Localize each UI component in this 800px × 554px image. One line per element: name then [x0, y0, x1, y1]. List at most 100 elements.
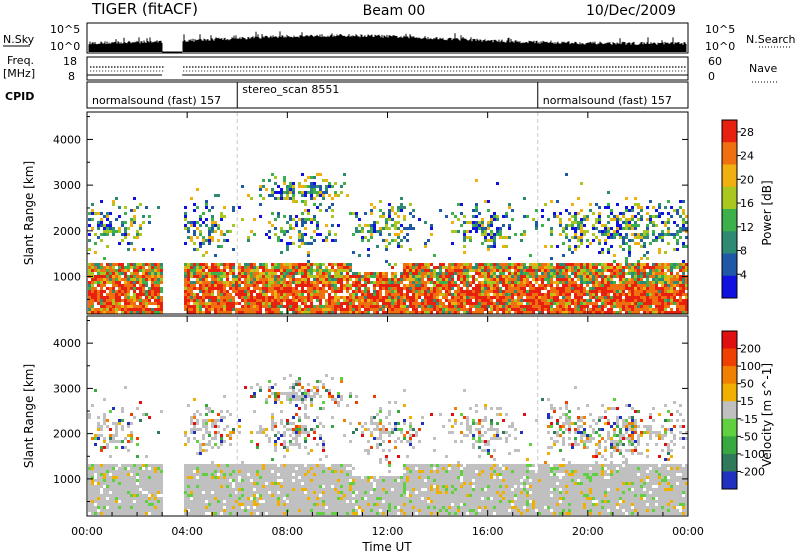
heat-cell — [388, 308, 391, 311]
heat-cell — [526, 302, 529, 305]
heat-cell — [241, 482, 244, 485]
heat-cell — [658, 308, 661, 311]
heat-cell — [430, 278, 433, 281]
heat-cell — [109, 506, 112, 509]
heat-cell — [682, 302, 685, 305]
heat-cell — [226, 299, 229, 302]
heat-cell — [643, 287, 646, 290]
heat-cell — [559, 263, 562, 266]
heat-cell — [229, 272, 232, 275]
heat-cell — [649, 311, 652, 314]
heat-cell — [304, 284, 307, 287]
heat-cell — [100, 473, 103, 476]
heat-cell — [205, 509, 208, 512]
heat-cell — [115, 512, 118, 515]
heat-cell — [454, 308, 457, 311]
heat-cell — [250, 290, 253, 293]
heat-cell — [358, 230, 361, 233]
heat-cell — [283, 287, 286, 290]
heat-cell — [640, 272, 643, 275]
heat-cell — [103, 491, 106, 494]
heat-cell — [241, 509, 244, 512]
heat-cell — [460, 212, 463, 215]
heat-cell — [217, 269, 220, 272]
heat-cell — [412, 308, 415, 311]
heat-cell — [556, 200, 559, 203]
heat-cell — [97, 299, 100, 302]
heat-cell — [478, 224, 481, 227]
heat-cell — [580, 272, 583, 275]
heat-cell — [532, 263, 535, 266]
heat-cell — [94, 296, 97, 299]
heat-cell — [658, 272, 661, 275]
heat-cell — [460, 302, 463, 305]
heat-cell — [130, 278, 133, 281]
heat-cell — [544, 263, 547, 266]
heat-cell — [133, 290, 136, 293]
heat-cell — [190, 269, 193, 272]
heat-cell — [154, 269, 157, 272]
heat-cell — [202, 482, 205, 485]
heat-cell — [121, 308, 124, 311]
heat-cell — [160, 464, 163, 467]
heat-cell — [448, 278, 451, 281]
heat-cell — [661, 302, 664, 305]
heat-cell — [589, 203, 592, 206]
heat-cell — [571, 284, 574, 287]
heat-cell — [190, 431, 193, 434]
heat-cell — [136, 443, 139, 446]
heat-cell — [319, 203, 322, 206]
heat-cell — [331, 305, 334, 308]
heat-cell — [193, 482, 196, 485]
heat-cell — [529, 275, 532, 278]
heat-cell — [553, 290, 556, 293]
heat-cell — [211, 419, 214, 422]
heat-cell — [442, 278, 445, 281]
heat-cell — [94, 275, 97, 278]
heat-cell — [94, 308, 97, 311]
heat-cell — [601, 281, 604, 284]
heat-cell — [154, 497, 157, 500]
heat-cell — [151, 467, 154, 470]
heat-cell — [469, 230, 472, 233]
heat-cell — [664, 293, 667, 296]
heat-cell — [232, 284, 235, 287]
heat-cell — [133, 248, 136, 251]
heat-cell — [421, 302, 424, 305]
heat-cell — [124, 278, 127, 281]
heat-cell — [184, 281, 187, 284]
heat-cell — [244, 287, 247, 290]
heat-cell — [139, 506, 142, 509]
heat-cell — [463, 296, 466, 299]
heat-cell — [229, 308, 232, 311]
heat-cell — [193, 416, 196, 419]
y-tick-label: 3000 — [53, 179, 81, 192]
heat-cell — [637, 293, 640, 296]
heat-cell — [523, 197, 526, 200]
heat-cell — [481, 230, 484, 233]
heat-cell — [223, 491, 226, 494]
heat-cell — [595, 299, 598, 302]
heat-cell — [385, 305, 388, 308]
heat-cell — [325, 290, 328, 293]
heat-cell — [442, 275, 445, 278]
heat-cell — [364, 212, 367, 215]
heat-cell — [547, 272, 550, 275]
heat-cell — [97, 281, 100, 284]
heat-cell — [607, 296, 610, 299]
heat-cell — [379, 272, 382, 275]
heat-cell — [580, 239, 583, 242]
heat-cell — [541, 275, 544, 278]
heat-cell — [637, 302, 640, 305]
heat-cell — [610, 233, 613, 236]
heat-cell — [550, 233, 553, 236]
heat-cell — [268, 230, 271, 233]
heat-cell — [112, 467, 115, 470]
heat-cell — [334, 281, 337, 284]
heat-cell — [253, 497, 256, 500]
heat-cell — [241, 470, 244, 473]
heat-cell — [370, 299, 373, 302]
heat-cell — [124, 269, 127, 272]
heat-cell — [388, 227, 391, 230]
heat-cell — [262, 275, 265, 278]
